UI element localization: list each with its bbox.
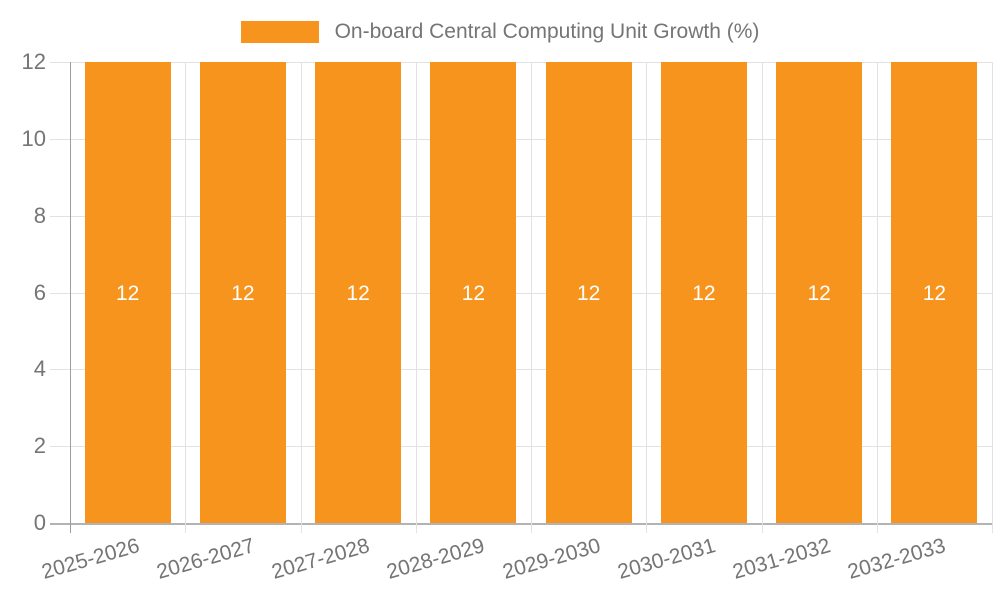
grid-line-vertical — [300, 62, 302, 533]
bar-value-label: 12 — [576, 281, 601, 305]
bar-value-label: 12 — [807, 281, 831, 305]
bar[interactable] — [430, 62, 517, 523]
grid-line-vertical — [646, 62, 648, 533]
grid-line-vertical — [415, 62, 417, 533]
y-axis-tick-label: 4 — [33, 356, 46, 382]
y-axis-tick-label: 10 — [21, 125, 46, 151]
y-axis-tick-label: 8 — [33, 202, 46, 228]
grid-line-horizontal — [50, 446, 992, 448]
grid-line-horizontal — [50, 215, 992, 217]
grid-line-vertical — [761, 62, 763, 533]
grid-line-vertical — [992, 62, 993, 533]
bar-value-label: 12 — [692, 281, 716, 305]
bar[interactable] — [315, 62, 402, 523]
bar-value-label: 12 — [115, 281, 140, 305]
legend-swatch — [240, 21, 319, 43]
bar-value-label: 12 — [461, 281, 486, 305]
bar[interactable] — [545, 62, 632, 523]
bar[interactable] — [84, 62, 171, 523]
x-axis-line — [50, 523, 992, 525]
y-axis-line — [70, 62, 71, 533]
bar[interactable] — [776, 62, 863, 523]
y-axis-tick-label: 2 — [33, 433, 46, 459]
bar-value-label: 12 — [231, 281, 255, 305]
legend[interactable]: On-board Central Computing Unit Growth (… — [0, 20, 1000, 44]
grid-line-vertical — [531, 62, 532, 533]
grid-line-horizontal — [50, 62, 992, 63]
bar[interactable] — [891, 62, 978, 523]
grid-line-horizontal — [50, 292, 992, 294]
grid-line-horizontal — [50, 369, 992, 371]
bar[interactable] — [199, 62, 286, 523]
bar[interactable] — [660, 62, 747, 523]
y-axis-tick-label: 12 — [21, 49, 46, 74]
y-axis-tick-label: 0 — [33, 510, 46, 535]
bar-value-label: 12 — [922, 281, 947, 305]
grid-line-vertical — [876, 62, 878, 533]
y-axis-tick-label: 6 — [33, 279, 46, 305]
legend-label: On-board Central Computing Unit Growth (… — [334, 20, 760, 43]
grid-line-vertical — [185, 62, 187, 533]
grid-line-horizontal — [50, 138, 992, 140]
bar-value-label: 12 — [346, 281, 370, 305]
